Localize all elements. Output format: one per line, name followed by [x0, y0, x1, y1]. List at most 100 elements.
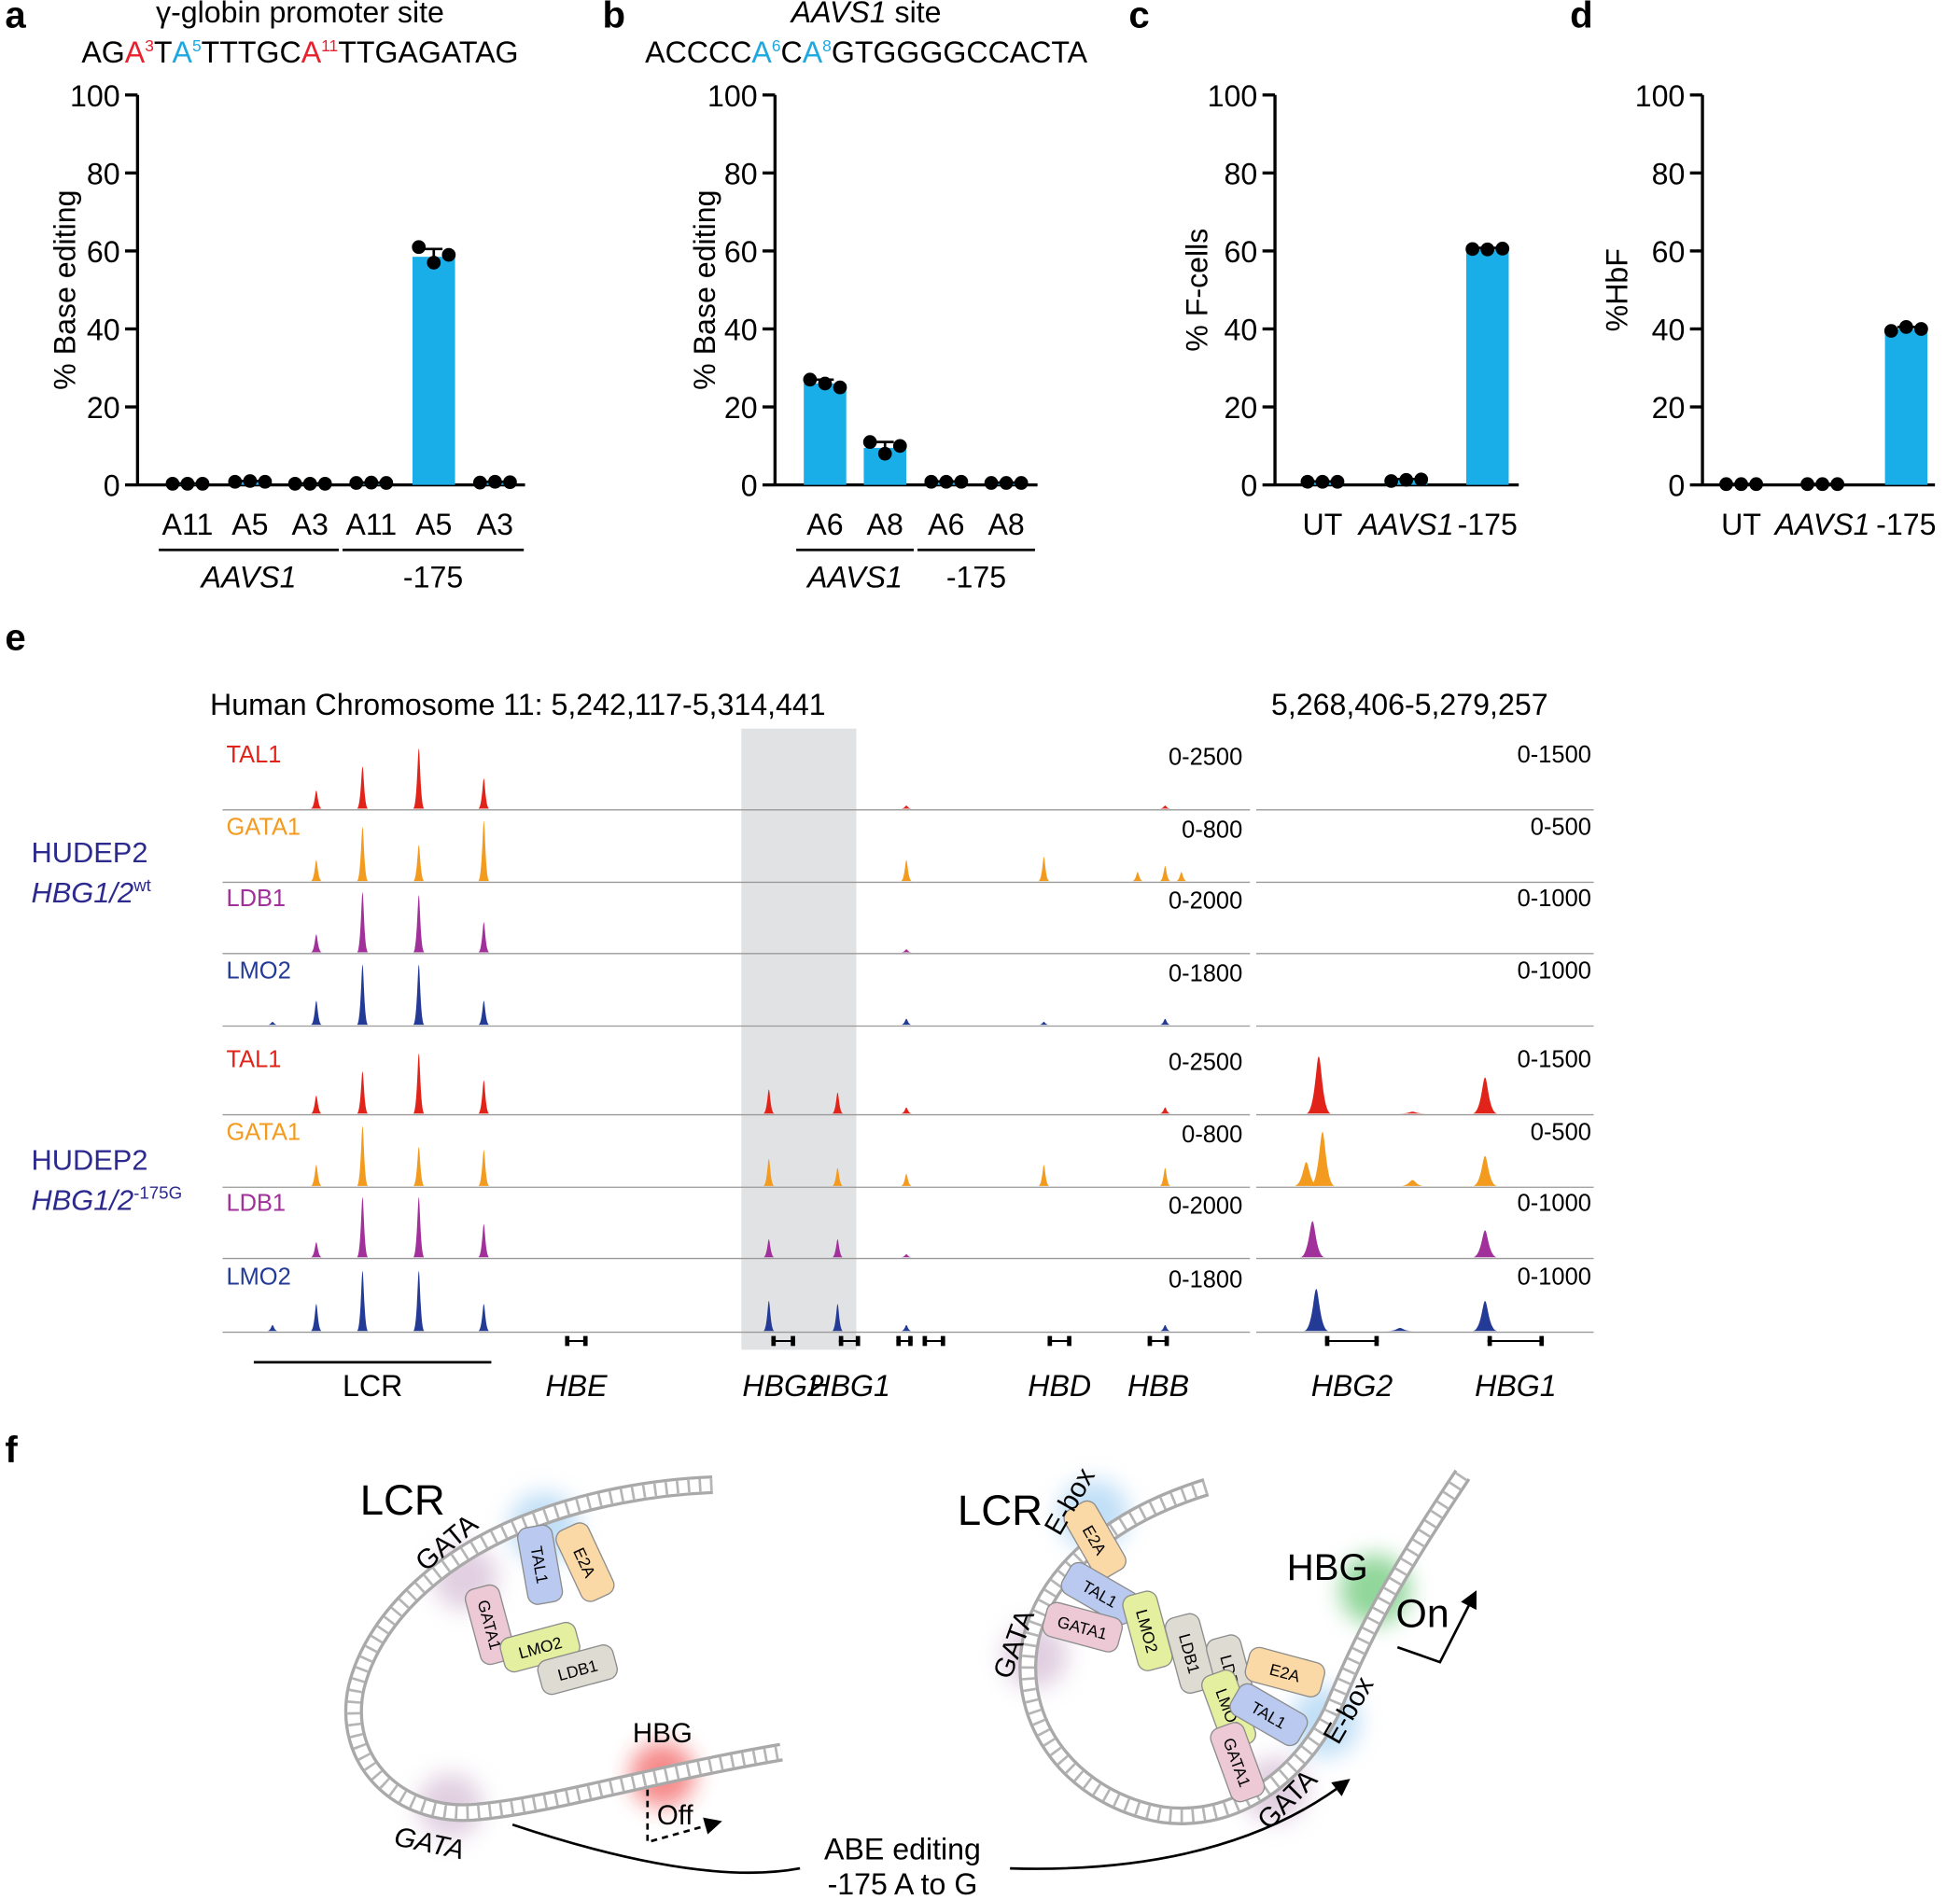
gene-exon [1324, 1335, 1330, 1347]
x-tick-label: A5 [231, 508, 268, 541]
peak [832, 1304, 844, 1332]
data-point [1480, 242, 1495, 257]
peak [478, 1080, 490, 1114]
gene-label: HBG1 [808, 1369, 889, 1403]
peak [763, 1158, 775, 1186]
peak [310, 859, 322, 882]
x-tick-label: A6 [806, 508, 843, 541]
gene-label: HBB [1127, 1369, 1189, 1403]
data-point [1914, 322, 1928, 336]
zoom-track-range: 0-500 [1531, 815, 1591, 841]
edit-arrow [511, 1781, 1348, 1875]
peak [901, 805, 913, 809]
track-name: LMO2 [226, 1264, 290, 1291]
x-tick-label: UT [1721, 508, 1761, 541]
data-point [892, 439, 907, 454]
y-tick-label: 20 [724, 391, 758, 425]
protein-box [1063, 1500, 1127, 1579]
peak [310, 790, 322, 809]
peak [763, 1089, 775, 1114]
panel-label: e [5, 616, 25, 658]
data-point [488, 474, 502, 489]
text-segment: A [173, 35, 193, 69]
zoom-track-range: 0-500 [1531, 1119, 1591, 1145]
x-tick-label: A3 [292, 508, 329, 541]
data-point [818, 376, 833, 391]
y-tick-label: 0 [104, 469, 120, 503]
chart-title: γ-globin promoter site [156, 0, 444, 29]
track-range: 0-1800 [1169, 1266, 1242, 1292]
diagram-label: LCR [360, 1476, 445, 1524]
gene [922, 1335, 945, 1347]
data-point [877, 446, 892, 461]
diagram-label: HBG [633, 1718, 693, 1749]
zoom-track-range: 0-1500 [1518, 742, 1591, 768]
gene-exon [565, 1335, 570, 1347]
peak [413, 845, 425, 882]
gene [1047, 1335, 1071, 1347]
protein-box [1229, 1683, 1309, 1747]
track-range: 0-2500 [1169, 745, 1242, 771]
text-segment: A [751, 35, 772, 69]
y-axis-label: % Base editing [688, 190, 721, 390]
peak [413, 964, 425, 1026]
diagram-label: -175 A to G [828, 1867, 978, 1900]
data-point [349, 476, 364, 490]
panel-label: d [1570, 0, 1593, 35]
protein-box [537, 1644, 618, 1696]
sequence: ACCCCA6CA8GTGGGGCCACTA [645, 35, 1087, 69]
data-point [1495, 242, 1510, 256]
peak [478, 1223, 490, 1258]
diagram-label: On [1396, 1592, 1449, 1637]
zoom-peak [1306, 1056, 1332, 1114]
superscript: 6 [772, 36, 781, 55]
diagram-label: ABE editing [824, 1833, 981, 1866]
zoom-peak [1472, 1230, 1498, 1258]
gene [565, 1335, 588, 1347]
text-segment: AG [81, 35, 124, 69]
diagram-label: HBG [1287, 1546, 1368, 1588]
gene-exon [838, 1335, 844, 1347]
peak [478, 820, 490, 882]
zoom-peak [1400, 1180, 1425, 1186]
superscript: 11 [321, 36, 338, 55]
y-tick-label: 40 [87, 314, 120, 347]
peak [357, 1125, 369, 1186]
y-axis-label: % Base editing [48, 190, 81, 390]
bar [1884, 328, 1928, 485]
text-segment: site [887, 0, 942, 29]
zoom-peak [1294, 1162, 1319, 1186]
zoom-peak [1387, 1328, 1413, 1332]
y-tick-label: 60 [1225, 235, 1258, 269]
peak [1159, 866, 1171, 882]
data-point [1734, 477, 1748, 492]
track-name: TAL1 [226, 742, 281, 768]
data-point [364, 475, 379, 490]
track-range: 0-800 [1182, 817, 1242, 843]
gene-exon [855, 1335, 861, 1347]
peak [478, 1304, 490, 1332]
protein: TAL1 [1060, 1561, 1140, 1626]
track-range: 0-2500 [1169, 1049, 1242, 1075]
peak [1175, 872, 1187, 882]
y-tick-label: 80 [1225, 157, 1258, 190]
data-point [379, 476, 394, 490]
gene-exon [908, 1335, 913, 1347]
peak [1131, 872, 1143, 882]
diagram-label: Off [657, 1800, 694, 1831]
peak [478, 922, 490, 953]
data-point [939, 474, 954, 489]
gene-label: HBE [545, 1369, 608, 1403]
data-point [441, 247, 456, 262]
superscript: 3 [145, 36, 154, 55]
zoom-track-range: 0-1000 [1518, 1264, 1591, 1291]
data-point [984, 476, 999, 490]
group-label: AAVS1 [805, 560, 903, 594]
gene [1147, 1335, 1169, 1347]
peak [357, 1196, 369, 1258]
text-segment: A [301, 35, 322, 69]
track-name: LMO2 [226, 958, 290, 985]
y-tick-label: 40 [724, 314, 758, 347]
peak [310, 1000, 322, 1026]
